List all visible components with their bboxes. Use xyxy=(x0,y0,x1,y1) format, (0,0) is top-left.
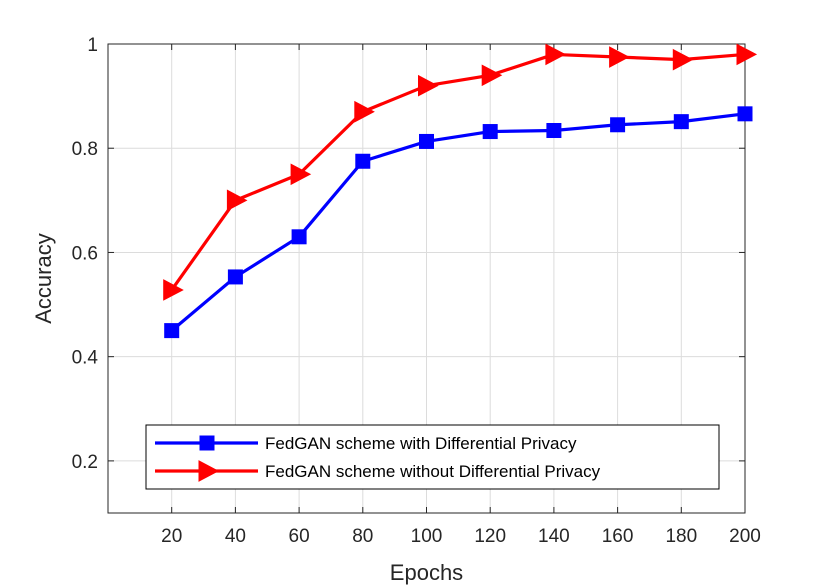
legend-entry: FedGAN scheme without Differential Priva… xyxy=(155,460,601,482)
series-1 xyxy=(164,106,753,339)
legend-box xyxy=(145,424,720,490)
data-point-marker xyxy=(418,74,439,97)
x-tick-label: 20 xyxy=(161,526,182,547)
y-axis-label: Accuracy xyxy=(31,233,56,323)
series-line xyxy=(170,52,746,291)
series-line xyxy=(170,112,746,332)
x-tick-label: 120 xyxy=(474,526,506,547)
data-point-marker xyxy=(481,64,503,87)
x-tick-label: 60 xyxy=(289,526,310,547)
data-point-marker xyxy=(672,48,694,71)
data-point-marker xyxy=(673,114,689,130)
legend-label: FedGAN scheme with Differential Privacy xyxy=(265,434,577,453)
x-axis-label: Epochs xyxy=(390,560,463,585)
legend-marker xyxy=(198,460,220,482)
legend-marker xyxy=(199,435,215,451)
series-2 xyxy=(163,43,758,301)
data-point-marker xyxy=(164,323,180,339)
data-point-marker xyxy=(227,269,243,285)
data-point-marker xyxy=(354,100,375,123)
data-point-marker xyxy=(737,106,753,122)
legend-entries: FedGAN scheme with Differential Privacy F… xyxy=(155,434,601,482)
legend-entry: FedGAN scheme with Differential Privacy xyxy=(155,434,577,453)
data-point-marker xyxy=(610,117,626,133)
data-point-marker xyxy=(482,124,498,140)
data-point-marker xyxy=(226,189,248,212)
y-tick-label: 0.8 xyxy=(72,139,98,160)
data-point-marker xyxy=(609,46,630,68)
y-tick-label: 0.4 xyxy=(72,348,99,369)
data-point-marker xyxy=(290,163,312,186)
x-tick-label: 200 xyxy=(729,526,761,547)
data-point-marker xyxy=(291,229,307,245)
y-tick-label: 0.2 xyxy=(72,452,98,473)
x-tick-label: 80 xyxy=(352,526,373,547)
data-point-marker xyxy=(163,279,184,301)
series-group xyxy=(163,43,758,339)
x-tick-label: 100 xyxy=(411,526,443,547)
x-tick-label: 180 xyxy=(665,526,697,547)
y-tick-label: 1 xyxy=(87,35,98,56)
y-tick-label: 0.6 xyxy=(72,243,98,264)
data-point-marker xyxy=(545,43,566,66)
x-tick-label: 160 xyxy=(602,526,634,547)
data-point-marker xyxy=(419,133,434,149)
axis-ticks: 20 40 60 80 100 120 140 160 180 200 0.2 0.4 0.6 0.8 1 xyxy=(72,35,761,547)
data-point-marker xyxy=(736,43,758,66)
data-point-marker xyxy=(546,123,562,139)
legend-label: FedGAN scheme without Differential Priva… xyxy=(265,462,601,481)
legend: FedGAN scheme with Differential Privacy F… xyxy=(145,424,720,490)
x-tick-label: 140 xyxy=(538,526,570,547)
x-tick-label: 40 xyxy=(225,526,246,547)
data-point-marker xyxy=(355,153,371,169)
